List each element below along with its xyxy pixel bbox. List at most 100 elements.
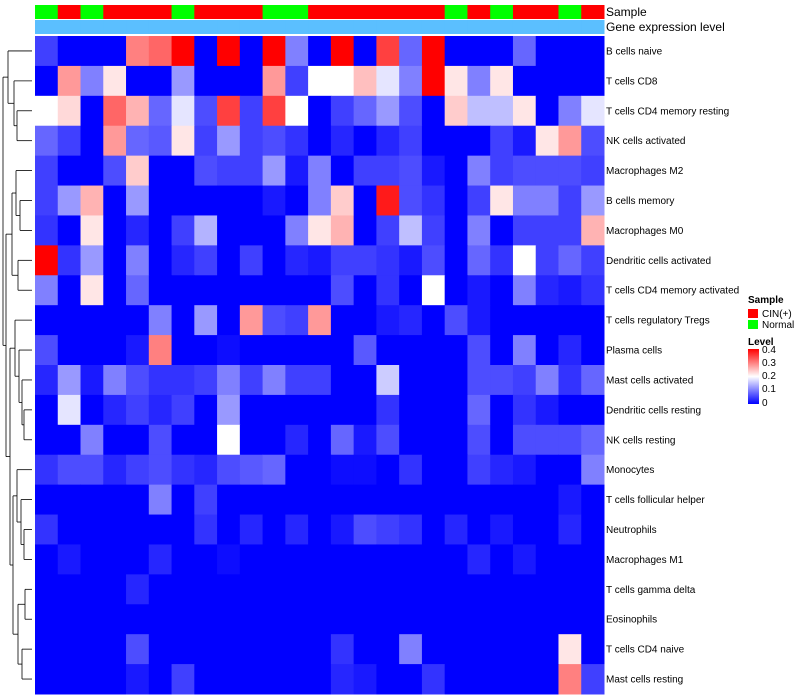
heatmap-cell <box>103 215 127 246</box>
heatmap-cell <box>353 424 377 456</box>
heatmap-cell <box>399 634 423 665</box>
heatmap-cell <box>148 454 173 486</box>
heatmap-cell <box>239 574 264 605</box>
heatmap-cell <box>80 305 104 336</box>
heatmap-cell <box>444 664 468 695</box>
heatmap-cell <box>285 125 309 157</box>
heatmap-cell <box>103 574 127 605</box>
heatmap-cell <box>330 484 355 516</box>
sample-bar-cell <box>330 5 355 19</box>
heatmap-cell <box>239 394 264 426</box>
heatmap-cell <box>126 245 150 276</box>
level-bar-cell <box>330 20 355 34</box>
heatmap-cell <box>126 484 150 516</box>
heatmap-cell <box>353 215 377 246</box>
heatmap-cell <box>80 544 104 575</box>
heatmap-cell <box>558 95 582 127</box>
heatmap-cell <box>558 185 582 216</box>
sample-bar-cell <box>285 5 309 19</box>
heatmap-cell <box>353 604 377 635</box>
heatmap-cell <box>353 155 377 187</box>
heatmap-cell <box>126 604 150 635</box>
heatmap-cell <box>35 484 59 516</box>
heatmap-cell <box>444 454 468 486</box>
heatmap-cell <box>467 365 491 396</box>
heatmap-cell <box>148 95 173 127</box>
heatmap-cell <box>285 335 309 366</box>
sample-bar-cell <box>80 5 104 19</box>
heatmap-cell <box>285 95 309 127</box>
level-annotation-title: Gene expression level <box>606 20 725 34</box>
heatmap-cell <box>444 185 468 216</box>
heatmap-cell <box>467 95 491 127</box>
heatmap-cell <box>194 215 218 246</box>
heatmap-cell <box>57 574 82 605</box>
heatmap-cell <box>262 65 286 97</box>
heatmap-cell <box>535 574 559 605</box>
heatmap-cell <box>103 484 127 516</box>
heatmap-cell <box>330 125 355 157</box>
heatmap-cell <box>217 484 241 516</box>
row-dendrogram <box>2 50 32 680</box>
heatmap-cell <box>444 305 468 336</box>
heatmap-cell <box>80 664 104 695</box>
heatmap-cell <box>581 574 605 605</box>
heatmap-cell <box>512 365 537 396</box>
heatmap-cell <box>444 65 468 97</box>
heatmap-cell <box>399 424 423 456</box>
heatmap-cell <box>421 275 446 306</box>
heatmap-cell <box>57 634 82 665</box>
heatmap-cell <box>353 394 377 426</box>
heatmap-cell <box>512 454 537 486</box>
heatmap-cell <box>581 305 605 336</box>
heatmap-cell <box>376 95 400 127</box>
legend-tick-label: 0.2 <box>762 371 776 382</box>
heatmap-cell <box>239 215 264 246</box>
heatmap-cell <box>308 484 332 516</box>
heatmap-cell <box>80 484 104 516</box>
heatmap-cell <box>399 604 423 635</box>
heatmap-cell <box>103 454 127 486</box>
heatmap-cell <box>126 574 150 605</box>
level-bar-cell <box>148 20 173 34</box>
heatmap-cell <box>490 424 514 456</box>
heatmap-cell <box>581 484 605 516</box>
heatmap-cell <box>103 65 127 97</box>
heatmap-cell <box>330 365 355 396</box>
heatmap-cell <box>262 424 286 456</box>
heatmap-cell <box>467 574 491 605</box>
heatmap-cell <box>467 155 491 187</box>
heatmap-cell <box>330 634 355 665</box>
heatmap-cell <box>35 454 59 486</box>
heatmap-cell <box>80 514 104 545</box>
row-label: Plasma cells <box>606 346 662 357</box>
heatmap-cell <box>262 484 286 516</box>
row-label: T cells CD8 <box>606 76 658 87</box>
heatmap-cell <box>490 65 514 97</box>
heatmap-cell <box>57 215 82 246</box>
level-bar-cell <box>490 20 514 34</box>
heatmap-cell <box>103 394 127 426</box>
heatmap-cell <box>239 245 264 276</box>
heatmap-cell <box>376 245 400 276</box>
heatmap-cell <box>194 574 218 605</box>
heatmap-cell <box>35 514 59 545</box>
heatmap-cell <box>103 544 127 575</box>
heatmap-cell <box>194 305 218 336</box>
heatmap-cell <box>239 36 264 67</box>
heatmap-cell <box>217 574 241 605</box>
heatmap-cell <box>148 394 173 426</box>
heatmap-cell <box>126 36 150 67</box>
heatmap-cell <box>421 185 446 216</box>
heatmap-cell <box>103 664 127 695</box>
heatmap-cell <box>194 95 218 127</box>
heatmap-cell <box>126 125 150 157</box>
row-label: Eosinophils <box>606 615 657 626</box>
sample-bar-cell <box>353 5 377 19</box>
heatmap-cell <box>148 514 173 545</box>
heatmap-cell <box>535 155 559 187</box>
heatmap-cell <box>376 514 400 545</box>
heatmap-cell <box>421 215 446 246</box>
heatmap-cell <box>558 454 582 486</box>
heatmap-cell <box>239 125 264 157</box>
